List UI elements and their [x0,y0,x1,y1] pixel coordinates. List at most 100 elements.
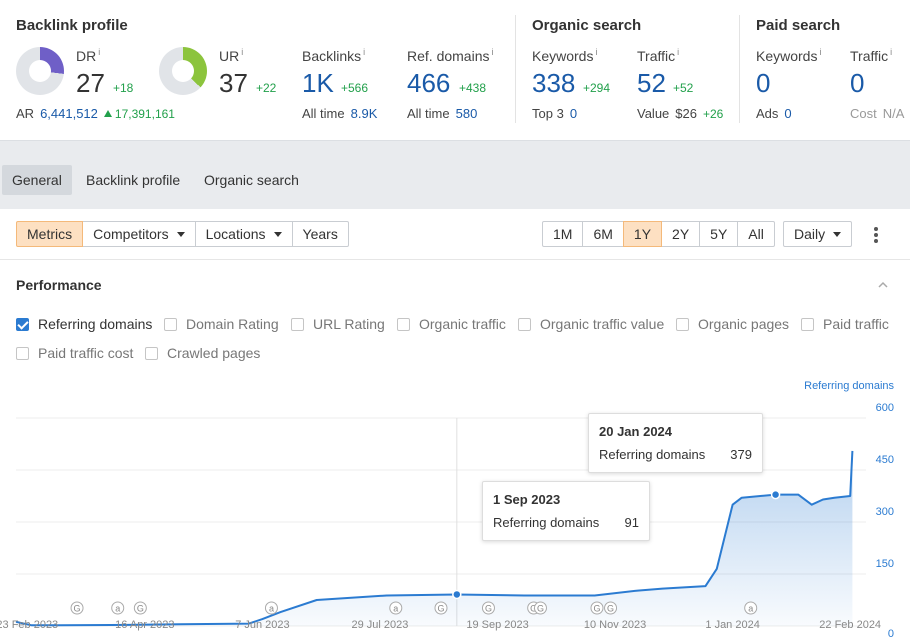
checkbox-organic-pages[interactable]: Organic pages [676,316,789,332]
checkbox-box[interactable] [164,317,177,331]
range-all-button[interactable]: All [737,221,775,247]
checkbox-box[interactable] [518,317,531,331]
checkbox-box[interactable] [16,346,29,360]
paid-search-title: Paid search [756,17,841,34]
granularity-dropdown[interactable]: Daily [783,221,853,247]
checkbox-referring-domains[interactable]: Referring domains [16,316,152,332]
ref-domains-label[interactable]: Ref. domains i [407,47,494,64]
tab-general[interactable]: General [2,165,72,195]
paid-keywords-label[interactable]: Keywords i [756,47,822,64]
event-marker-label: a [269,604,274,614]
tooltip-value: 91 [624,515,639,530]
ar-label: AR [16,106,35,121]
info-icon[interactable]: i [677,47,680,57]
event-marker [133,601,147,615]
locations-dropdown[interactable]: Locations [194,221,293,247]
checkbox-box[interactable] [676,317,689,331]
years-button[interactable]: Years [291,221,349,247]
tab-bar: General Backlink profile Organic search [0,140,910,209]
ar-row: AR 6,441,512 17,391,161 [16,106,175,121]
checkbox-box[interactable] [145,346,158,360]
ur-label[interactable]: UR i [219,47,244,64]
chevron-up-icon[interactable] [878,280,888,290]
section-divider [515,15,516,123]
checkbox-paid-traffic[interactable]: Paid traffic [801,316,889,332]
checkbox-url-rating[interactable]: URL Rating [291,316,385,332]
backlink-profile-title: Backlink profile [16,17,128,34]
range-6m-button[interactable]: 6M [582,221,624,247]
range-1y-button[interactable]: 1Y [622,221,663,247]
checkbox-organic-traffic-value[interactable]: Organic traffic value [518,316,664,332]
info-icon[interactable]: i [241,47,244,57]
event-marker [389,601,403,615]
paid-keywords-value[interactable]: 0 [756,68,771,98]
info-icon[interactable]: i [595,47,598,57]
paid-traffic-label[interactable]: Traffic i [850,47,893,64]
ur-delta: +22 [256,81,277,95]
tab-organic-search[interactable]: Organic search [204,172,299,188]
event-marker [264,601,278,615]
info-icon[interactable]: i [890,47,893,57]
range-2y-button[interactable]: 2Y [661,221,701,247]
event-marker-label: a [115,604,120,614]
event-marker [604,601,618,615]
tab-backlink-profile[interactable]: Backlink profile [86,172,181,188]
section-divider [739,15,740,123]
more-options-icon[interactable] [872,227,880,243]
ur-value: 37 [219,68,248,98]
info-icon[interactable]: i [363,47,366,57]
highlight-point [452,589,462,600]
checkbox-box[interactable] [801,317,814,331]
tooltip-jan-2024: 20 Jan 2024 Referring domains 379 [588,413,763,473]
range-1m-button[interactable]: 1M [542,221,584,247]
y-tick-label: 0 [887,628,894,640]
backlinks-delta: +566 [341,81,369,95]
caret-down-icon [273,232,282,237]
metrics-button[interactable]: Metrics [16,221,84,247]
checkbox-box[interactable] [397,317,410,331]
competitors-dropdown[interactable]: Competitors [82,221,196,247]
dr-delta: +18 [113,81,134,95]
organic-keywords-value[interactable]: 338 [532,68,576,98]
ar-value[interactable]: 6,441,512 [40,106,98,121]
granularity-group: Daily [783,221,853,247]
ar-change: 17,391,161 [114,107,175,121]
backlinks-value[interactable]: 1K [302,68,334,98]
event-marker [111,601,125,615]
info-icon[interactable]: i [98,47,101,57]
x-tick-label: 16 Apr 2023 [115,619,175,631]
checkbox-paid-traffic-cost[interactable]: Paid traffic cost [16,345,133,361]
chart-axis-label: Referring domains [804,380,894,392]
checkbox-box[interactable] [16,317,29,331]
controls-bar: Metrics Competitors Locations Years 1M 6… [0,209,910,260]
organic-traffic-value[interactable]: 52 [637,68,666,98]
checkbox-box[interactable] [291,317,304,331]
event-marker-label: G [537,604,544,614]
checkbox-domain-rating[interactable]: Domain Rating [164,316,279,332]
info-icon[interactable]: i [819,47,822,57]
up-arrow-icon [103,110,112,117]
event-marker-label: G [485,604,492,614]
range-5y-button[interactable]: 5Y [699,221,739,247]
dr-donut-chart [16,47,64,95]
caret-down-icon [176,232,185,237]
event-marker-label: G [593,604,600,614]
checkbox-crawled-pages[interactable]: Crawled pages [145,345,260,361]
organic-traffic-label[interactable]: Traffic i [637,47,680,64]
ref-domains-value[interactable]: 466 [407,68,451,98]
info-icon[interactable]: i [491,47,494,57]
series-area [16,450,853,626]
x-tick-label: 7 Jun 2023 [235,619,290,631]
organic-keywords-label[interactable]: Keywords i [532,47,598,64]
paid-cost: Cost N/A [850,106,905,121]
event-marker-label: G [607,604,614,614]
highlight-point [770,489,781,500]
tooltip-series: Referring domains [493,515,600,530]
backlinks-label[interactable]: Backlinks i [302,47,366,64]
paid-traffic-value[interactable]: 0 [850,68,865,98]
dr-label[interactable]: DR i [76,47,101,64]
checkbox-organic-traffic[interactable]: Organic traffic [397,316,506,332]
ref-domains-delta: +438 [459,81,487,95]
